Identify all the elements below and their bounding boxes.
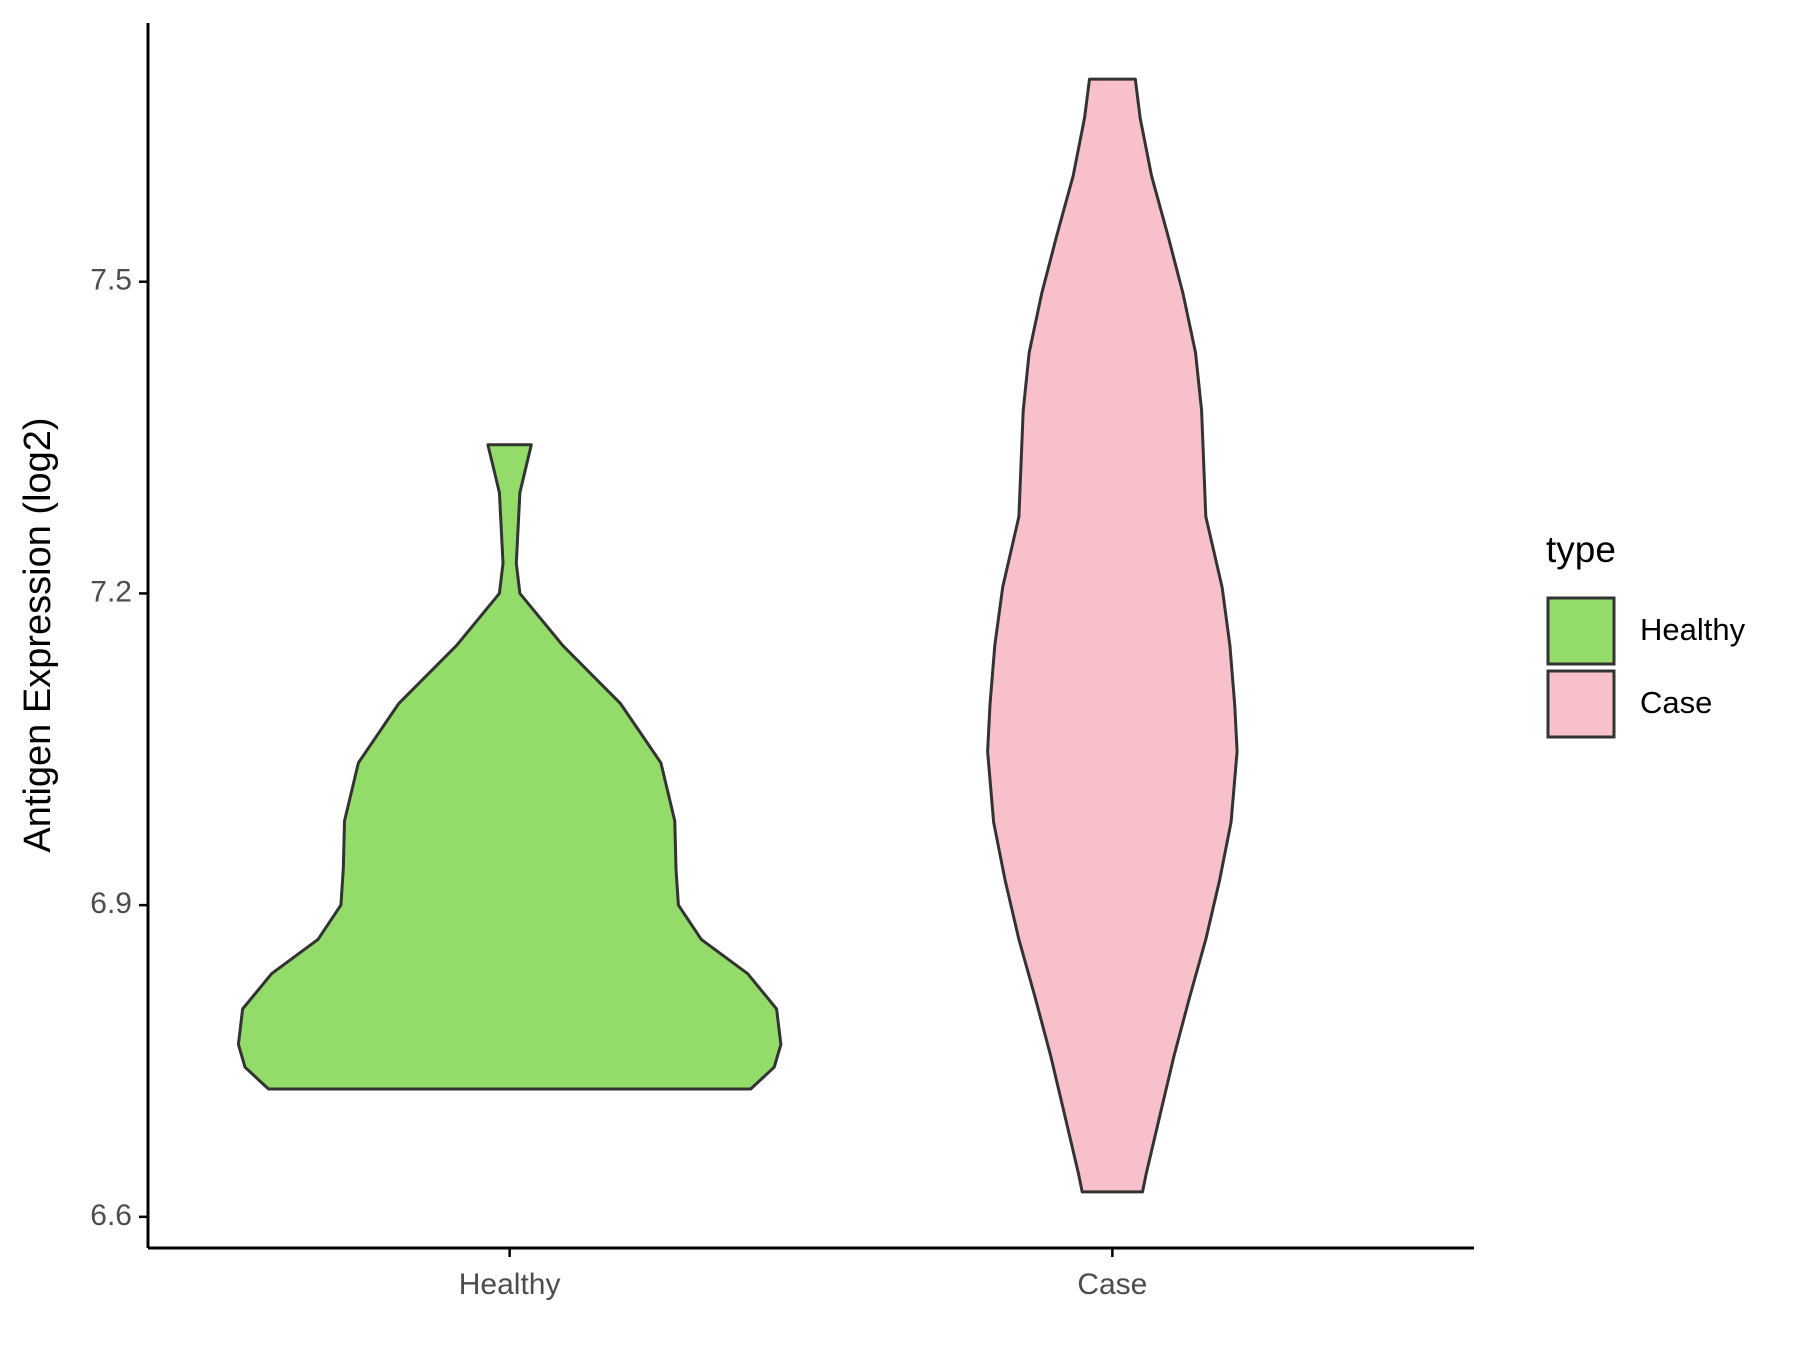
violin [236,443,783,1091]
legend-label: Case [1640,685,1712,720]
legend-key [1546,669,1616,739]
violin [986,77,1239,1194]
x-tick-label: Healthy [459,1268,561,1301]
y-tick-label: 7.5 [90,264,132,297]
legend-label: Healthy [1640,612,1746,647]
legend-key [1546,596,1616,666]
y-tick-label: 6.6 [90,1199,132,1232]
y-tick-label: 6.9 [90,887,132,920]
legend-title: type [1546,529,1616,570]
y-axis-label: Antigen Expression (log2) [17,417,59,852]
x-tick-label: Case [1077,1268,1147,1301]
y-tick-label: 7.2 [90,575,132,608]
